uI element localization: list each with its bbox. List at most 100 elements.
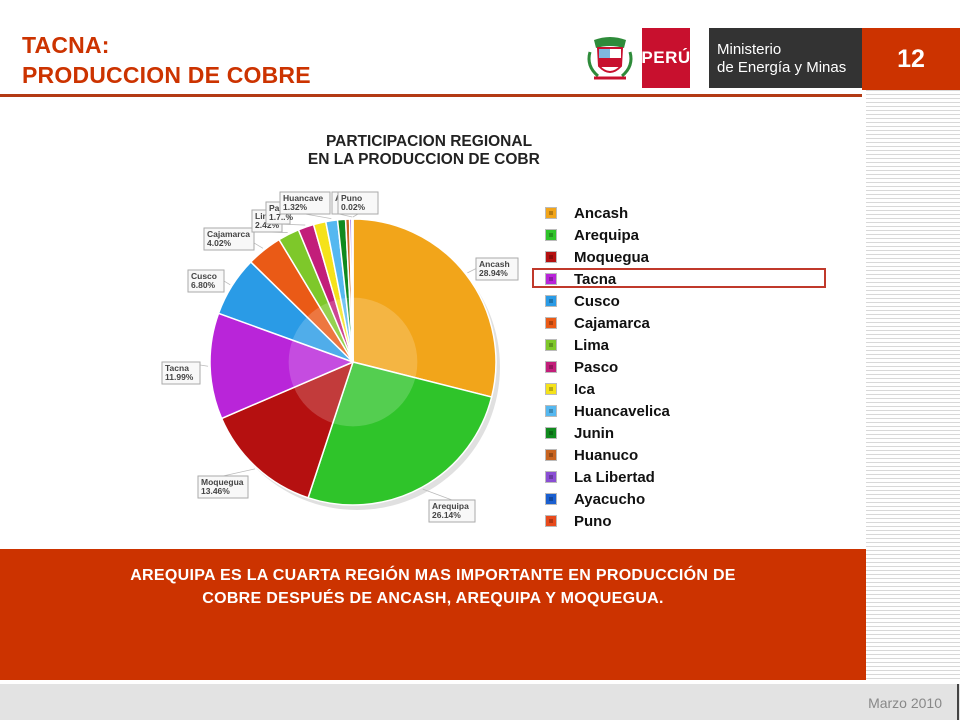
title-line-1: TACNA: <box>22 32 110 58</box>
peru-coat-of-arms-icon <box>587 37 633 80</box>
callout-line-huancavelica <box>304 213 332 220</box>
note-line-2: COBRE DESPUÉS DE ANCASH, AREQUIPA Y MOQU… <box>202 590 664 607</box>
legend-swatch-ayacucho <box>545 493 557 505</box>
pie-chart: PARTICIPACION REGIONAL EN LA PRODUCCION … <box>161 133 540 523</box>
callout-line-puno <box>352 213 359 218</box>
legend-label-ancash: Ancash <box>574 204 629 222</box>
legend-item-moquegua: Moquegua <box>545 246 845 268</box>
legend-item-arequipa: Arequipa <box>545 224 845 246</box>
callout-value-cusco: 6.80% <box>191 280 216 290</box>
footer-bar <box>0 684 960 720</box>
legend-label-cusco: Cusco <box>574 292 620 310</box>
callout-name-cusco: Cusco <box>191 271 217 281</box>
ministry-name-line-2: de Energía y Minas <box>717 59 847 76</box>
callout-value-lima: 2.42% <box>255 220 280 230</box>
legend-swatch-junin <box>545 427 557 439</box>
legend-label-puno: Puno <box>574 512 612 530</box>
tacna-highlight-box <box>532 268 826 288</box>
legend-label-arequipa: Arequipa <box>574 226 640 244</box>
callout-value-cajamarca: 4.02% <box>207 238 232 248</box>
note-line-1: AREQUIPA ES LA CUARTA REGIÓN MAS IMPORTA… <box>130 567 736 584</box>
legend-swatch-pasco <box>545 361 557 373</box>
pie-slice-moquegua <box>220 360 355 499</box>
callout-box-arequipa <box>428 499 476 523</box>
legend-label-la-libertad: La Libertad <box>574 468 655 486</box>
callout-box-cusco <box>187 269 225 293</box>
legend-label-ayacucho: Ayacucho <box>574 490 646 508</box>
legend-item-cajamarca: Cajamarca <box>545 312 845 334</box>
legend-swatch-ancash <box>545 207 557 219</box>
callout-line-arequipa <box>422 488 453 501</box>
callout-name-arequipa: Arequipa <box>432 501 469 511</box>
legend-item-cusco: Cusco <box>545 290 845 312</box>
footer-date: Marzo 2010 <box>868 695 942 711</box>
callout-box-moquegua <box>197 475 249 499</box>
legend-item-ancash: Ancash <box>545 202 845 224</box>
legend-swatch-cusco <box>545 295 557 307</box>
legend-item-la-libertad: La Libertad <box>545 466 845 488</box>
chart-legend: Ancash Arequipa Moquegua Tacna Cusco Cajamarc… <box>545 202 845 532</box>
slide-title: TACNA: PRODUCCION DE COBRE <box>22 30 311 90</box>
title-divider <box>0 94 862 97</box>
legend-item-junin: Junin <box>545 422 845 444</box>
decorative-side-stripes <box>866 90 960 680</box>
legend-item-huanuco: Huanuco <box>545 444 845 466</box>
legend-item-puno: Puno <box>545 510 845 532</box>
legend-label-huancavelica: Huancavelica <box>574 402 670 420</box>
callout-line-moquegua <box>222 468 256 477</box>
legend-label-junin: Junin <box>574 424 614 442</box>
legend-swatch-la-libertad <box>545 471 557 483</box>
callout-line-ayacucho <box>338 213 353 218</box>
legend-swatch-moquegua <box>545 251 557 263</box>
callout-box-puno <box>337 191 379 215</box>
note-banner <box>0 549 866 680</box>
legend-label-huanuco: Huanuco <box>574 446 639 464</box>
note-text: AREQUIPA ES LA CUARTA REGIÓN MAS IMPORTA… <box>0 564 866 610</box>
legend-swatch-ica <box>545 383 557 395</box>
legend-label-cajamarca: Cajamarca <box>574 314 650 332</box>
callout-name-cajamarca: Cajamarca <box>207 229 250 239</box>
callout-value-huancavelica: 1.32% <box>283 202 308 212</box>
legend-swatch-tacna <box>545 273 557 285</box>
legend-swatch-huancavelica <box>545 405 557 417</box>
callout-name-ancash: Ancash <box>479 259 510 269</box>
footer-divider <box>957 684 959 720</box>
ministry-name-badge: Ministerio de Energía y Minas <box>709 28 862 88</box>
legend-item-tacna: Tacna <box>545 268 845 290</box>
pie-slice-arequipa <box>307 361 493 506</box>
legend-swatch-huanuco <box>545 449 557 461</box>
legend-label-pasco: Pasco <box>574 358 619 376</box>
pie-gloss <box>288 297 418 427</box>
legend-swatch-cajamarca <box>545 317 557 329</box>
callout-value-moquegua: 13.46% <box>201 486 230 496</box>
callout-box-cajamarca <box>203 227 255 251</box>
callout-value-puno: 0.02% <box>341 202 366 212</box>
ministry-name-line-1: Ministerio <box>717 41 782 58</box>
callout-name-huancavelica: Huancave <box>283 193 323 203</box>
chart-title-line-1: PARTICIPACION REGIONAL <box>326 133 532 150</box>
legend-item-pasco: Pasco <box>545 356 845 378</box>
callout-name-puno: Puno <box>341 193 362 203</box>
callout-box-tacna <box>161 361 201 385</box>
callout-name-moquegua: Moquegua <box>201 477 244 487</box>
page-number: 12 <box>862 28 960 90</box>
pie-slices <box>209 218 500 510</box>
peru-logo-badge: PERÚ <box>641 28 690 88</box>
legend-label-ica: Ica <box>574 380 595 398</box>
legend-item-ayacucho: Ayacucho <box>545 488 845 510</box>
ministry-logo: PERÚ Ministerio de Energía y Minas <box>584 28 862 88</box>
legend-item-lima: Lima <box>545 334 845 356</box>
callout-name-tacna: Tacna <box>165 363 189 373</box>
chart-title-line-2: EN LA PRODUCCION DE COBRE <box>308 151 540 168</box>
callout-value-tacna: 11.99% <box>165 372 194 382</box>
legend-swatch-arequipa <box>545 229 557 241</box>
legend-label-lima: Lima <box>574 336 610 354</box>
callout-value-arequipa: 26.14% <box>432 510 461 520</box>
